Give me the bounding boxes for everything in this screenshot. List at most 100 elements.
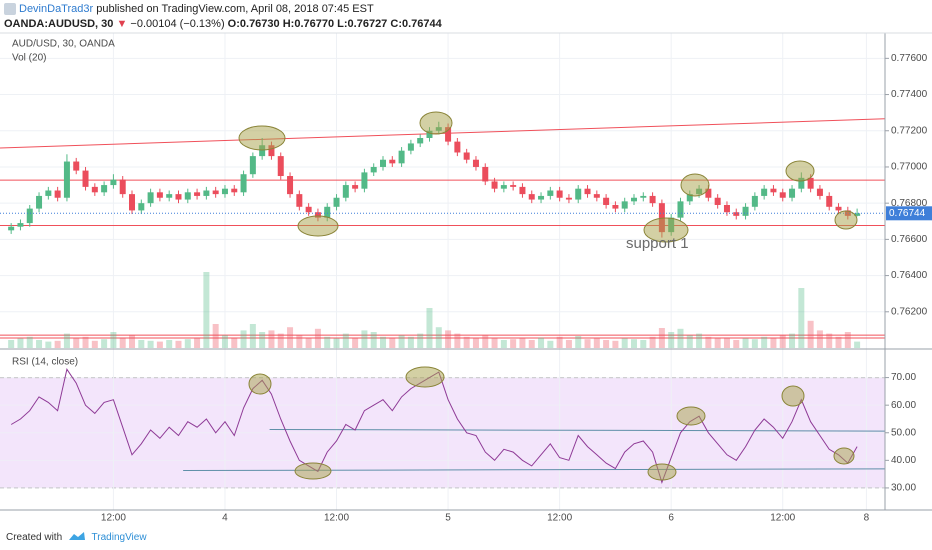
volume-bar <box>45 341 52 348</box>
candle-body <box>370 166 377 173</box>
volume-bar <box>147 340 154 348</box>
candle-body <box>556 190 563 198</box>
volume-bar <box>435 327 442 348</box>
candle-body <box>63 161 70 198</box>
x-tick-label: 12:00 <box>770 513 795 524</box>
y-tick-label: 60.00 <box>891 400 916 411</box>
ohlc-close: C:0.76744 <box>390 18 442 31</box>
ellipse <box>647 463 677 481</box>
candle-body <box>426 130 433 138</box>
volume-bar <box>640 340 647 348</box>
candle-body <box>463 152 470 160</box>
candle-body <box>212 190 219 195</box>
volume-bar <box>212 324 219 348</box>
candle-body <box>835 206 842 211</box>
volume-bar <box>751 339 758 348</box>
volume-bar <box>593 338 600 348</box>
candle-body <box>259 145 266 157</box>
volume-bar <box>370 332 377 348</box>
volume-bar <box>714 338 721 348</box>
volume-bar <box>36 340 43 348</box>
footer: Created with TradingView <box>6 530 147 543</box>
volume-bar <box>380 336 387 348</box>
candle-body <box>333 197 340 207</box>
publish-line: DevinDaTrad3r published on TradingView.c… <box>4 3 374 16</box>
volume-bar <box>166 340 173 348</box>
candle-body <box>826 195 833 207</box>
ellipse <box>833 447 855 465</box>
volume-bar <box>296 335 303 348</box>
volume-bar <box>91 340 98 348</box>
candle-body <box>584 188 591 195</box>
candle-body <box>714 197 721 205</box>
candle-body <box>491 181 498 189</box>
candle-body <box>277 156 284 177</box>
ellipse <box>834 210 858 230</box>
volume-bar <box>221 335 228 348</box>
candle-body <box>324 206 331 218</box>
volume-bar <box>807 320 814 348</box>
grid <box>0 33 885 510</box>
volume-bar <box>17 338 24 348</box>
candle-body <box>658 203 665 233</box>
candle-body <box>129 194 136 211</box>
volume-bar <box>472 338 479 348</box>
candle-body <box>500 185 507 189</box>
rsi-title: RSI (14, close) <box>12 357 78 368</box>
candle-body <box>26 208 33 224</box>
candle-body <box>296 194 303 207</box>
volume-title: Vol (20) <box>12 53 46 64</box>
logo-shape <box>68 532 85 540</box>
candle-body <box>54 190 61 198</box>
volume-bar <box>826 333 833 348</box>
volume-bar <box>389 338 396 348</box>
candle-body <box>138 203 145 211</box>
candle-body <box>454 141 461 153</box>
volume-bar <box>705 336 712 348</box>
candle-body <box>472 159 479 167</box>
candle-body <box>147 192 154 204</box>
candle-body <box>445 127 452 142</box>
volume-bar <box>110 332 117 348</box>
y-tick-label: 0.76400 <box>891 270 928 281</box>
volume-bar <box>798 288 805 348</box>
candle-body <box>352 185 359 189</box>
candle-body <box>686 194 693 202</box>
volume-bar <box>361 330 368 348</box>
candle-body <box>649 195 656 204</box>
candle-body <box>175 194 182 200</box>
candle-body <box>249 156 256 175</box>
volume-bar <box>519 338 526 348</box>
symbol-line: OANDA:AUDUSD, 30 ▼ −0.00104 (−0.13%) O:0… <box>4 18 442 30</box>
published: published on TradingView.com, April 08, … <box>93 3 374 16</box>
ohlc-high: H:0.76770 <box>282 18 335 31</box>
volume-bar <box>621 338 628 348</box>
candle-body <box>510 185 517 187</box>
volume-bar <box>203 272 210 348</box>
candle-body <box>45 190 52 196</box>
last-price-label: 0.76744 <box>889 208 926 219</box>
x-tick-label: 8 <box>864 513 870 524</box>
volume-bar <box>156 341 163 348</box>
pane-title: AUD/USD, 30, OANDA <box>12 39 115 50</box>
candle-body <box>640 195 647 198</box>
candle-body <box>519 186 526 195</box>
ellipse <box>643 217 689 243</box>
candle-body <box>407 143 414 151</box>
ellipse <box>785 160 815 182</box>
candle-body <box>91 186 98 193</box>
volume-bar <box>240 330 247 348</box>
candle-body <box>770 188 777 193</box>
volume-bar <box>844 332 851 348</box>
volume-bar <box>658 328 665 348</box>
candle-body <box>110 179 117 186</box>
volume-bar <box>770 338 777 348</box>
ellipse <box>238 125 286 151</box>
volume-bar <box>324 336 331 348</box>
volume-bar <box>63 333 70 348</box>
candle-body <box>798 177 805 189</box>
last-price-tag <box>886 206 932 221</box>
volume-bar <box>352 338 359 348</box>
ellipse <box>294 462 332 480</box>
